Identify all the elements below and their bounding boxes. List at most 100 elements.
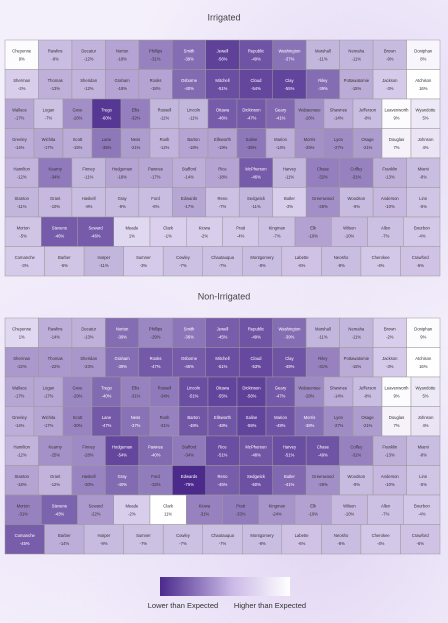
county [138,69,173,100]
county [172,187,207,218]
county [294,98,325,129]
county [4,98,35,129]
county-value: -15% [73,145,83,150]
county-value: -3% [386,364,394,369]
county [222,494,259,525]
county [305,187,340,218]
county-name: Crawford [412,533,430,538]
county-value: -9% [353,482,361,487]
county-value: 9% [420,335,426,340]
county [331,494,368,525]
county-value: -3% [386,86,394,91]
county-name: Doniphan [414,48,433,53]
county-name: Franklin [382,166,398,171]
county [71,39,106,70]
county-name: Grant [50,474,61,479]
county-value: -8% [337,263,345,268]
county-value: -11% [17,204,27,209]
county-name: Grant [50,196,61,201]
county-value: -53% [251,364,261,369]
county-value: 7% [393,145,399,150]
county-name: Clay [285,78,294,83]
county [238,465,273,496]
county-value: 5% [422,394,428,399]
county [207,98,238,129]
county [321,524,362,555]
county-name: Decatur [81,48,96,53]
county-name: Jackson [382,78,398,83]
county-value: 9% [19,57,25,62]
county [352,406,383,437]
county [33,406,64,437]
county-value: -4% [418,512,426,517]
county-value: -32% [318,175,328,180]
county-name: Morris [304,137,316,142]
county-name: Gove [72,107,83,112]
county [205,465,240,496]
county-name: Shawnee [330,107,348,112]
county-name: Saline [246,137,258,142]
county-name: Elk [310,503,317,508]
county [38,157,73,188]
county-value: -50% [251,482,261,487]
county [138,39,173,70]
county-value: -21% [363,423,373,428]
county-name: Thomas [48,78,63,83]
county-name: Montgomery [250,255,274,260]
county [305,347,340,378]
county-name: Haskell [82,196,96,201]
county-name: Logan [43,385,55,390]
county-value: -18% [218,175,228,180]
county [71,317,106,348]
county-value: -60% [102,116,112,121]
county-value: -5% [420,482,428,487]
county-value: -29% [73,394,83,399]
county [265,376,296,407]
county-name: Logan [43,107,55,112]
county-value: -2% [286,204,294,209]
county [372,187,407,218]
county-name: Stanton [15,474,30,479]
county-name: Comanche [15,255,36,260]
county-value: -48% [218,423,228,428]
county-value: -8% [51,57,59,62]
county-value: -11% [318,335,328,340]
county [186,216,223,247]
county [77,494,114,525]
county [4,435,39,466]
county [381,128,412,159]
county-name: Republic [248,326,264,331]
county [205,39,240,70]
county [381,376,412,407]
county [4,406,35,437]
county-value: -21% [131,145,141,150]
county-value: -4% [237,234,245,239]
county [4,39,39,70]
county [38,187,73,218]
county-name: Harper [97,255,110,260]
county [172,317,207,348]
county-name: Mitchell [215,78,229,83]
county-value: -34% [160,394,170,399]
county [4,216,42,247]
county [172,69,207,100]
county-value: -10% [344,512,354,517]
county-value: -10% [385,482,395,487]
county-value: -8% [258,263,266,268]
county-value: -40% [184,86,194,91]
county [321,246,362,277]
county-name: Scott [73,137,83,142]
county [400,246,441,277]
county [91,406,122,437]
county-value: -17% [184,204,194,209]
county-value: -40% [102,394,112,399]
county-value: -47% [102,423,112,428]
county-name: Miami [418,166,429,171]
county-value: -17% [15,394,25,399]
county-value: -19% [308,234,318,239]
county-value: -10% [344,234,354,239]
county [205,435,240,466]
county-name: Wabaunsee [298,107,321,112]
county-name: Stevens [52,225,67,230]
county-name: Pratt [236,225,246,230]
